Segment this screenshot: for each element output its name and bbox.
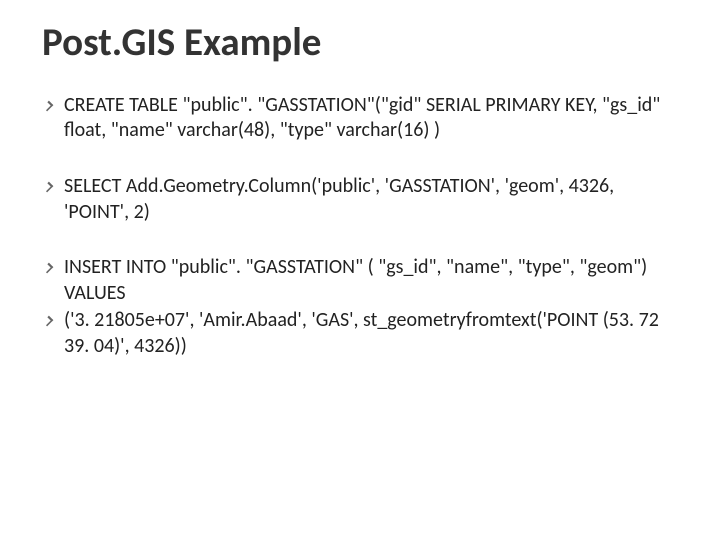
bullet-list: CREATE TABLE "public". "GASSTATION"("gid… <box>42 93 678 360</box>
slide: Post.GIS Example CREATE TABLE "public". … <box>0 0 720 540</box>
slide-title: Post.GIS Example <box>42 22 678 65</box>
list-item: ('3. 21805e+07', 'Amir.Abaad', 'GAS', st… <box>42 308 678 359</box>
list-item: CREATE TABLE "public". "GASSTATION"("gid… <box>42 93 678 144</box>
list-item: INSERT INTO "public". "GASSTATION" ( "gs… <box>42 255 678 306</box>
list-item: SELECT Add.Geometry.Column('public', 'GA… <box>42 174 678 225</box>
